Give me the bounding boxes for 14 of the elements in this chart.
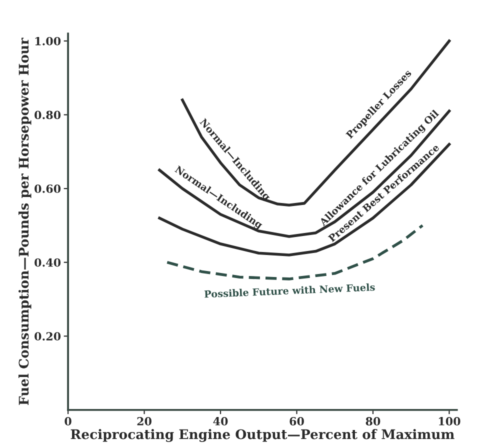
x-tick-label: 40: [213, 417, 228, 426]
x-tick-label: 60: [290, 417, 304, 426]
x-tick-label: 80: [366, 417, 380, 426]
x-tick-label: 20: [137, 417, 152, 426]
y-tick-label: 1.00: [35, 36, 61, 46]
x-axis-title: Reciprocating Engine Output—Percent of Maximum: [70, 429, 454, 442]
x-tick-label: 0: [64, 417, 72, 426]
series-label: Possible Future with New Fuels: [204, 283, 375, 298]
y-tick-label: 0.80: [34, 110, 61, 120]
y-tick-label: 0.40: [34, 258, 61, 267]
x-tick-label: 100: [438, 417, 460, 426]
y-tick-label: 0.20: [34, 332, 61, 341]
y-axis-title: Fuel Consumption—Pounds per Horsepower Hour: [18, 38, 32, 405]
y-tick-label: 0.60: [34, 184, 61, 193]
